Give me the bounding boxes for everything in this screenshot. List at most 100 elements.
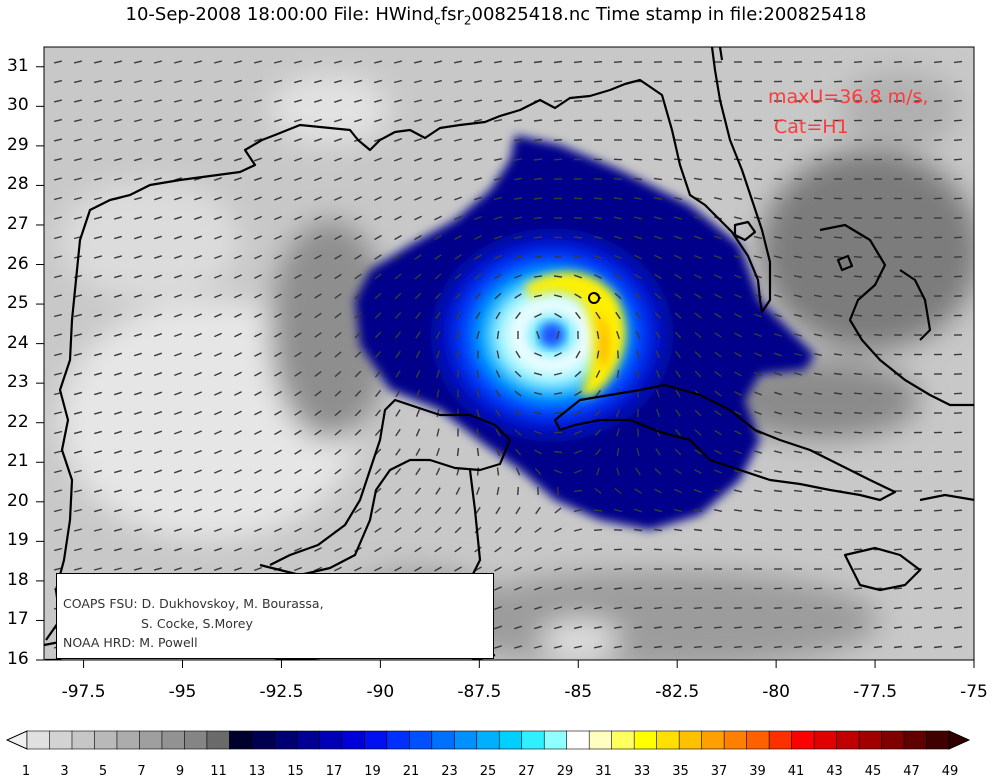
wind-vector — [753, 626, 763, 629]
colorbar-swatch — [453, 730, 478, 750]
wind-vector — [53, 157, 63, 162]
wind-vector — [593, 567, 603, 571]
wind-vector — [314, 468, 322, 475]
wind-vector — [274, 351, 282, 358]
colorbar-swatch — [161, 730, 186, 750]
wind-vector — [617, 350, 619, 359]
wind-vector — [813, 236, 823, 239]
wind-vector — [533, 294, 543, 298]
wind-vector — [553, 119, 563, 122]
wind-vector — [273, 79, 283, 84]
wind-vector — [436, 428, 440, 437]
wind-vector — [853, 314, 863, 317]
wind-vector — [653, 626, 663, 629]
wind-vector — [494, 526, 502, 534]
wind-vector — [133, 138, 143, 142]
colorbar-low-triangle — [5, 730, 28, 750]
wind-vector — [214, 293, 222, 299]
colorbar-label: 47 — [903, 764, 920, 779]
wind-vector — [654, 254, 662, 260]
wind-vector — [73, 547, 83, 552]
wind-vector — [253, 79, 263, 84]
wind-vector — [554, 352, 562, 357]
wind-vector — [533, 119, 543, 122]
wind-vector — [813, 197, 823, 200]
max-wind-band — [525, 272, 626, 397]
wind-vector — [294, 293, 302, 299]
wind-vector — [254, 508, 262, 513]
y-tick-label: 31 — [7, 55, 29, 76]
wind-vector — [354, 507, 362, 514]
wind-vector — [314, 566, 322, 572]
wind-vector — [294, 351, 302, 358]
wind-vector — [533, 177, 543, 181]
wind-vector — [234, 235, 242, 240]
wind-vector — [453, 138, 463, 142]
wind-vector — [913, 80, 923, 83]
wind-vector — [773, 333, 783, 337]
map-field — [44, 47, 974, 660]
wind-vector — [614, 273, 622, 280]
wind-vector — [596, 330, 600, 340]
wind-vector — [73, 508, 83, 513]
wind-vector — [354, 468, 362, 475]
wind-vector — [314, 215, 322, 221]
wind-vector — [634, 292, 642, 300]
wind-vector — [613, 626, 623, 629]
wind-vector — [633, 197, 643, 200]
wind-vector — [713, 139, 723, 141]
wind-vector — [153, 235, 163, 240]
wind-vector — [634, 273, 642, 280]
wind-vector — [334, 448, 342, 456]
wind-vector — [673, 528, 683, 532]
wind-vector — [93, 216, 103, 220]
colorbar-label: 41 — [787, 764, 805, 779]
wind-vector — [374, 370, 382, 378]
wind-vector — [473, 196, 483, 201]
wind-vector — [653, 606, 663, 610]
wind-vector — [533, 586, 543, 591]
wind-vector — [673, 235, 683, 240]
wind-vector — [373, 118, 383, 123]
wind-vector — [233, 60, 243, 64]
wind-vector — [113, 450, 123, 454]
wind-vector — [654, 488, 662, 494]
x-tick-label: -92.5 — [259, 682, 304, 702]
wind-vector — [753, 489, 763, 493]
wind-vector — [73, 157, 83, 162]
x-tick-label: -82.5 — [655, 682, 700, 702]
wind-vector — [793, 255, 803, 259]
wind-vector — [713, 177, 723, 181]
wind-vector — [94, 333, 102, 337]
wind-vector — [433, 176, 443, 182]
wind-vector — [334, 254, 342, 260]
wind-vector — [274, 488, 282, 494]
wind-vector — [73, 430, 83, 435]
wind-vector — [513, 177, 523, 181]
wind-vector — [495, 409, 501, 417]
wind-vector — [713, 254, 723, 260]
wind-vector — [354, 351, 362, 358]
wind-vector — [534, 527, 542, 533]
wind-vector — [573, 100, 583, 102]
y-tick-label: 28 — [7, 174, 29, 195]
wind-vector — [254, 449, 262, 455]
wind-vector — [514, 586, 522, 591]
colorbar-swatch — [296, 730, 320, 750]
wind-vector — [953, 119, 963, 122]
wind-vector — [414, 118, 422, 123]
wind-vector — [675, 409, 681, 417]
colorbar-swatch — [341, 730, 365, 750]
wind-vector — [754, 371, 762, 377]
colorbar-label: 29 — [556, 764, 574, 779]
colorbar-label: 17 — [325, 764, 343, 779]
wind-vector — [693, 626, 703, 629]
wind-vector — [314, 196, 322, 201]
wind-vector — [733, 139, 743, 141]
wind-vector — [496, 486, 500, 496]
wind-vector — [173, 216, 183, 220]
wind-vector — [354, 566, 362, 572]
wind-vector — [753, 158, 763, 161]
wind-vector — [635, 331, 641, 339]
